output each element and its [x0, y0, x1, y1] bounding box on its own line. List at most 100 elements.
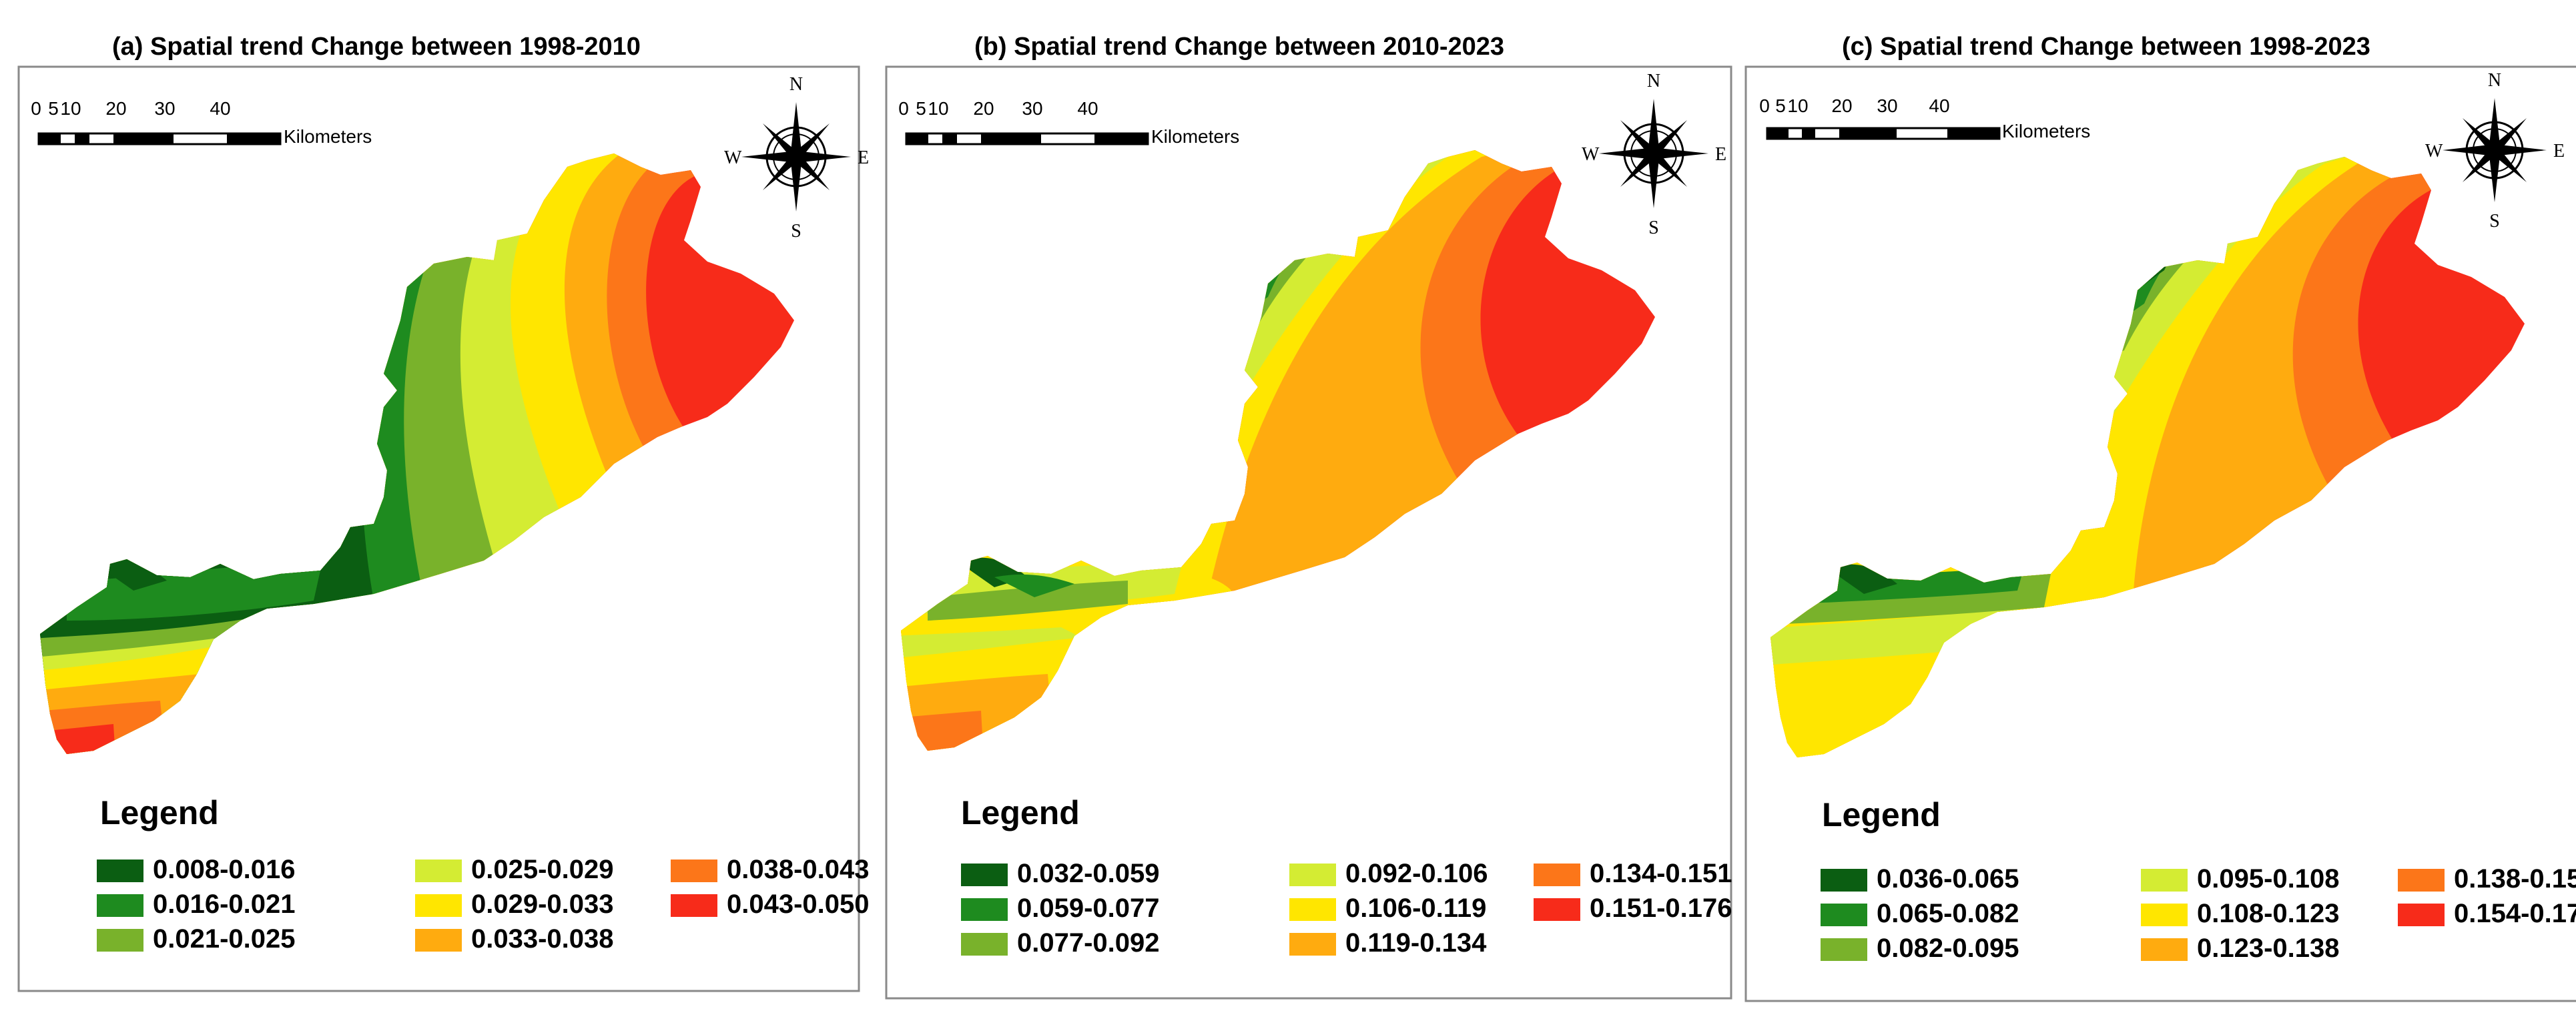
scale-bar: 0 5 10 20 30 40 Kilometers [898, 98, 1239, 147]
panel-title: (a) Spatial trend Change between 1998-20… [112, 33, 641, 61]
svg-text:Kilometers: Kilometers [284, 126, 372, 147]
legend-label: 0.036-0.065 [1877, 864, 2019, 894]
svg-text:40: 40 [1077, 98, 1098, 119]
legend-label: 0.008-0.016 [153, 855, 296, 884]
svg-text:Legend: Legend [1822, 796, 1941, 833]
svg-text:40: 40 [210, 98, 230, 119]
legend-label: 0.059-0.077 [1017, 894, 1160, 923]
svg-text:E: E [2553, 141, 2565, 161]
legend-swatch [415, 894, 462, 917]
legend-swatch [1534, 898, 1580, 921]
legend-label: 0.154-0.174 [2454, 899, 2576, 928]
legend-swatch [1821, 938, 1867, 961]
svg-text:E: E [858, 147, 869, 168]
legend-label: 0.134-0.151 [1590, 859, 1732, 888]
svg-text:S: S [2489, 211, 2500, 232]
svg-text:0: 0 [31, 98, 41, 119]
scale-bar: 0 5 10 20 30 40 Kilometers [1759, 95, 2090, 141]
panel-title: (b) Spatial trend Change between 2010-20… [974, 33, 1504, 61]
svg-text:20: 20 [973, 98, 994, 119]
north-arrow-icon: N S E W [724, 74, 869, 242]
legend-swatch [2141, 904, 2188, 926]
legend-label: 0.025-0.029 [471, 855, 614, 884]
scale-bar: 0 5 10 20 30 40 Kilometers [31, 98, 372, 147]
svg-text:W: W [724, 147, 742, 168]
legend-swatch [1289, 933, 1336, 956]
svg-text:N: N [2488, 70, 2501, 91]
svg-text:5: 5 [916, 98, 926, 119]
svg-text:E: E [1715, 144, 1726, 165]
svg-text:30: 30 [154, 98, 175, 119]
svg-text:N: N [1647, 71, 1660, 91]
legend-label: 0.095-0.108 [2197, 864, 2340, 894]
legend-swatch [2141, 869, 2188, 892]
legend-swatch [2398, 869, 2445, 892]
svg-text:0: 0 [898, 98, 909, 119]
svg-text:Kilometers: Kilometers [2002, 121, 2090, 141]
legend-label: 0.065-0.082 [1877, 899, 2019, 928]
legend-label: 0.082-0.095 [1877, 934, 2019, 963]
legend-label: 0.106-0.119 [1345, 894, 1486, 923]
legend-swatch [961, 864, 1008, 886]
svg-text:Legend: Legend [961, 794, 1080, 831]
legend-label: 0.092-0.106 [1345, 859, 1488, 888]
svg-text:30: 30 [1877, 95, 1897, 116]
svg-text:20: 20 [105, 98, 126, 119]
panel-c: (c) Spatial trend Change between 1998-20… [1744, 33, 2576, 1002]
svg-text:Kilometers: Kilometers [1151, 126, 1239, 147]
legend-label: 0.033-0.038 [471, 924, 614, 954]
svg-text:40: 40 [1929, 95, 1949, 116]
legend-swatch [97, 894, 143, 917]
legend-swatch [97, 860, 143, 882]
svg-text:0: 0 [1759, 95, 1770, 116]
svg-text:N: N [789, 74, 803, 95]
legend-swatch [415, 860, 462, 882]
legend-swatch [2398, 904, 2445, 926]
panel-b: (b) Spatial trend Change between 2010-20… [885, 33, 1732, 1000]
legend: Legend 0.036-0.065 0.065-0.082 0.082-0.095… [1821, 796, 2576, 963]
legend: Legend 0.008-0.016 0.016-0.021 0.021-0.025… [97, 794, 870, 954]
svg-text:10: 10 [1787, 95, 1808, 116]
legend-label: 0.138-0.154 [2454, 864, 2576, 894]
legend-label: 0.123-0.138 [2197, 934, 2340, 963]
legend-label: 0.032-0.059 [1017, 859, 1160, 888]
legend-swatch [1289, 864, 1336, 886]
svg-text:S: S [1648, 218, 1659, 238]
svg-text:20: 20 [1831, 95, 1852, 116]
north-arrow-icon: N S E W [2425, 70, 2565, 232]
legend-swatch [2141, 938, 2188, 961]
svg-text:5: 5 [48, 98, 59, 119]
svg-text:30: 30 [1022, 98, 1042, 119]
legend-label: 0.029-0.033 [471, 890, 614, 919]
legend-label: 0.151-0.176 [1590, 894, 1732, 923]
legend-swatch [1821, 869, 1867, 892]
svg-text:5: 5 [1775, 95, 1786, 116]
legend-label: 0.038-0.043 [727, 855, 870, 884]
legend-swatch [1821, 904, 1867, 926]
svg-text:10: 10 [60, 98, 81, 119]
legend-label: 0.108-0.123 [2197, 899, 2340, 928]
svg-text:S: S [791, 221, 801, 242]
legend-label: 0.077-0.092 [1017, 928, 1160, 958]
legend-swatch [415, 929, 462, 952]
panel-title: (c) Spatial trend Change between 1998-20… [1842, 33, 2370, 61]
panel-a: (a) Spatial trend Change between 1998-20… [17, 33, 870, 992]
legend-label: 0.043-0.050 [727, 890, 870, 919]
svg-text:W: W [1582, 144, 1600, 165]
svg-text:Legend: Legend [100, 794, 219, 831]
legend-swatch [671, 894, 717, 917]
legend-swatch [671, 860, 717, 882]
svg-text:W: W [2425, 141, 2443, 161]
legend-swatch [1289, 898, 1336, 921]
legend-label: 0.021-0.025 [153, 924, 296, 954]
legend: Legend 0.032-0.059 0.059-0.077 0.077-0.092… [961, 794, 1732, 958]
legend-swatch [961, 933, 1008, 956]
north-arrow-icon: N S E W [1582, 71, 1726, 238]
legend-swatch [961, 898, 1008, 921]
legend-label: 0.016-0.021 [153, 890, 296, 919]
legend-swatch [1534, 864, 1580, 886]
legend-label: 0.119-0.134 [1345, 928, 1487, 958]
svg-text:10: 10 [928, 98, 948, 119]
legend-swatch [97, 929, 143, 952]
